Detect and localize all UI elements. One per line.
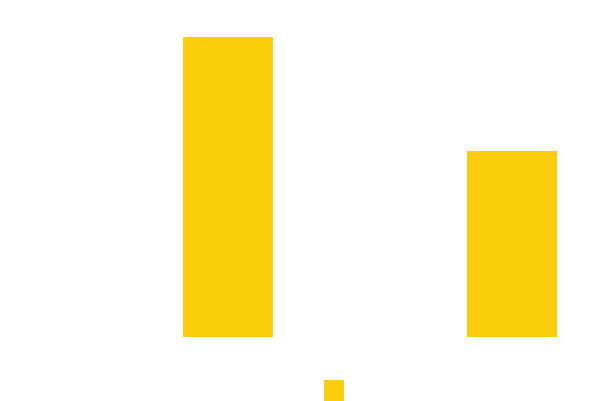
legend-swatch bbox=[324, 380, 344, 401]
bar bbox=[467, 151, 557, 337]
bar bbox=[183, 37, 273, 337]
